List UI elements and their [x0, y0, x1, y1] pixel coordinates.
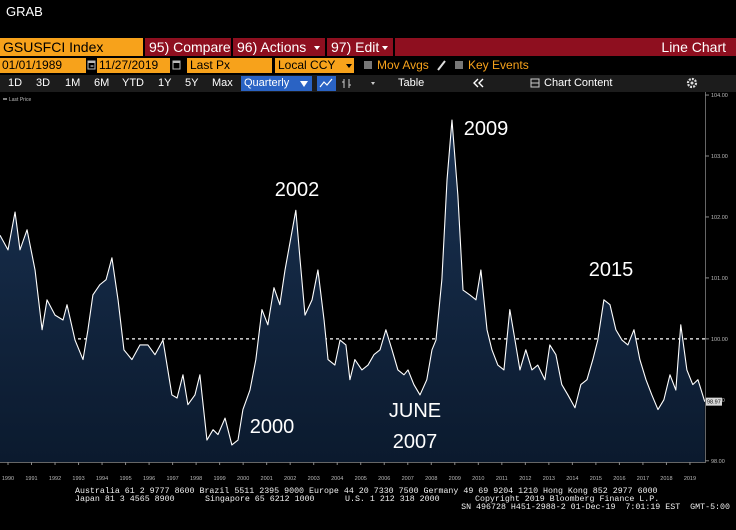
- annotation: JUNE: [389, 400, 441, 422]
- date-separator: -: [90, 58, 94, 72]
- x-tick-label: 2010: [472, 476, 484, 482]
- x-tick-label: 2013: [543, 476, 555, 482]
- chart-content-icon: [530, 78, 540, 88]
- range-button[interactable]: 6M: [94, 77, 110, 89]
- window-title: GRAB: [6, 4, 43, 19]
- dropdown-caret: [382, 46, 388, 50]
- legend-label: Last Price: [9, 97, 31, 103]
- annotation: 2015: [589, 259, 634, 281]
- x-tick-label: 2007: [402, 476, 414, 482]
- mov-avgs-option[interactable]: Mov Avgs: [377, 58, 429, 72]
- last-value-badge: [706, 397, 722, 406]
- x-tick-label: 1994: [96, 476, 108, 482]
- annotation: 2000: [250, 416, 295, 438]
- x-tick-label: 2006: [378, 476, 390, 482]
- price-line: [0, 119, 706, 446]
- x-tick-label: 2018: [660, 476, 672, 482]
- last-value-label: 98.97: [707, 400, 721, 406]
- calendar-icon: [87, 60, 96, 70]
- view-label: Line Chart: [395, 38, 736, 56]
- frequency-selector[interactable]: Quarterly: [241, 76, 312, 91]
- x-tick-label: 1999: [214, 476, 226, 482]
- x-tick-label: 2002: [284, 476, 296, 482]
- x-tick-label: 2014: [566, 476, 578, 482]
- calendar-icon: [172, 60, 181, 70]
- chart: Last Price 2009 2002 2015 2000 JUNE 2007…: [0, 92, 728, 482]
- x-tick-label: 2015: [590, 476, 602, 482]
- y-tick-label: 100.00: [711, 337, 728, 343]
- x-tick-label: 1993: [72, 476, 84, 482]
- x-tick-label: 1998: [190, 476, 202, 482]
- x-tick-label: 1996: [143, 476, 155, 482]
- x-tick-label: 2011: [496, 476, 508, 482]
- y-tick-label: 103.00: [711, 154, 728, 160]
- x-tick-label: 2008: [425, 476, 437, 482]
- checkbox[interactable]: [455, 61, 463, 69]
- x-tick-label: 2005: [355, 476, 367, 482]
- annotation: 2009: [464, 118, 509, 140]
- annotation: 2007: [393, 431, 438, 453]
- range-button[interactable]: Max: [212, 77, 233, 89]
- footer-text: SN 496728 H451-2988-2 01-Dec-19 7:01:19 …: [461, 503, 730, 512]
- security-field[interactable]: GSUSFCI Index: [0, 38, 143, 56]
- y-tick-label: 102.00: [711, 215, 728, 221]
- range-button[interactable]: 3D: [36, 77, 51, 89]
- collapse-icon[interactable]: [472, 77, 486, 89]
- footer-text: Singapore 65 6212 1000: [205, 495, 315, 504]
- x-tick-label: 2004: [331, 476, 343, 482]
- chart-tools[interactable]: [316, 76, 386, 91]
- footer-text: Copyright 2019 Bloomberg Finance L.P.: [475, 495, 660, 504]
- footer-text: U.S. 1 212 318 2000: [345, 495, 440, 504]
- field-selector[interactable]: Last Px: [187, 58, 272, 73]
- settings-icon[interactable]: [686, 77, 698, 89]
- range-button[interactable]: 1D: [8, 77, 23, 89]
- x-tick-label: 2017: [637, 476, 649, 482]
- toolbar: [0, 75, 736, 92]
- key-events-option[interactable]: Key Events: [468, 58, 529, 72]
- annotation: 2002: [275, 179, 320, 201]
- x-tick-label: 2009: [449, 476, 461, 482]
- compare-button[interactable]: 95) Compare: [145, 38, 231, 56]
- currency-selector[interactable]: Local CCY: [275, 58, 345, 73]
- range-button[interactable]: 5Y: [185, 77, 199, 89]
- x-tick-label: 2001: [261, 476, 273, 482]
- end-date[interactable]: 11/27/2019: [97, 58, 170, 73]
- checkbox[interactable]: [364, 61, 372, 69]
- x-tick-label: 1991: [25, 476, 37, 482]
- x-tick-label: 2016: [613, 476, 625, 482]
- range-button[interactable]: 1Y: [158, 77, 172, 89]
- dropdown-caret: [314, 46, 320, 50]
- x-tick-label: 2012: [519, 476, 531, 482]
- dropdown-caret: [346, 64, 352, 68]
- start-date[interactable]: 01/01/1989: [0, 58, 86, 73]
- actions-button[interactable]: 96) Actions: [233, 38, 325, 56]
- table-button[interactable]: Table: [398, 77, 425, 89]
- area-fill: [0, 120, 705, 462]
- x-tick-label: 2003: [308, 476, 320, 482]
- footer-text: Australia 61 2 9777 8600 Brazil 5511 239…: [75, 487, 658, 496]
- x-tick-label: 1990: [2, 476, 14, 482]
- pencil-icon[interactable]: [436, 58, 446, 72]
- y-tick-label: 104.00: [711, 93, 728, 99]
- x-tick-label: 1997: [166, 476, 178, 482]
- range-button[interactable]: 1M: [65, 77, 81, 89]
- dropdown-caret: [300, 81, 308, 87]
- x-tick-label: 1995: [119, 476, 131, 482]
- chart-content-button[interactable]: Chart Content: [544, 77, 613, 89]
- y-tick-label: 98.00: [711, 459, 725, 465]
- edit-button[interactable]: 97) Edit: [327, 38, 393, 56]
- x-tick-label: 2000: [237, 476, 249, 482]
- x-tick-label: 2019: [684, 476, 696, 482]
- range-button[interactable]: YTD: [122, 77, 144, 89]
- y-tick-label: 101.00: [711, 276, 728, 282]
- x-tick-label: 1992: [49, 476, 61, 482]
- footer-text: Japan 81 3 4565 8900: [75, 495, 175, 504]
